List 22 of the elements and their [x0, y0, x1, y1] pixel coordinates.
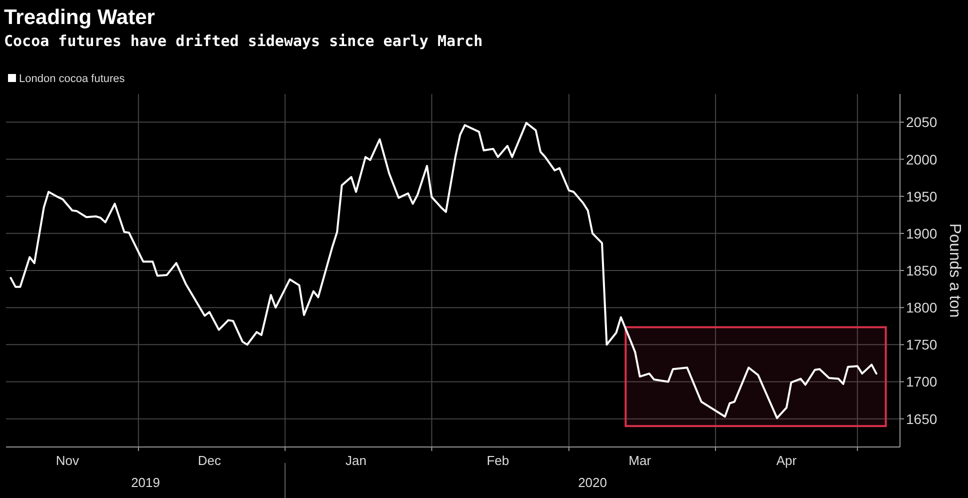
- x-tick-label: Nov: [56, 453, 80, 468]
- text: 2020: [578, 475, 607, 490]
- y-tick-label: 1650: [906, 410, 938, 427]
- x-tick-label: Feb: [486, 453, 510, 468]
- y-tick-label: 1800: [906, 300, 938, 316]
- y-tick-label: 1850: [906, 262, 938, 278]
- y-axis-title: Pounds a ton: [946, 223, 963, 318]
- x-tick-label: Jan: [346, 453, 367, 468]
- line-series: [10, 122, 878, 420]
- text: 2019: [131, 475, 160, 490]
- x-tick-label: Apr: [776, 453, 798, 468]
- y-tick-label: 1700: [906, 374, 938, 390]
- y-tick-label: 2000: [906, 151, 938, 168]
- chart-subtitle: Cocoa futures have drifted sideways since early March: [4, 32, 483, 50]
- chart-title: Treading Water: [4, 6, 155, 29]
- y-tick-label: 1950: [906, 188, 938, 204]
- x-tick-label: Mar: [628, 453, 652, 468]
- y-tick-label: 1900: [906, 225, 938, 242]
- y-tick-label: 2050: [906, 114, 938, 130]
- y-tick-label: 1750: [906, 336, 938, 353]
- x-tick-label: Dec: [198, 453, 222, 468]
- legend-label: London cocoa futures: [19, 73, 126, 85]
